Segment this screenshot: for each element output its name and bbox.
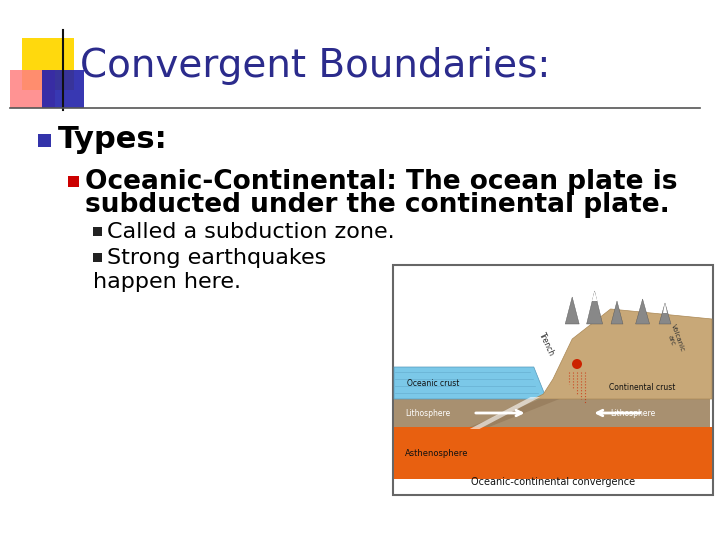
Polygon shape: [592, 291, 598, 301]
Text: subducted under the continental plate.: subducted under the continental plate.: [85, 192, 670, 218]
Bar: [10, 70, 55, 108]
Polygon shape: [587, 291, 603, 324]
Text: Called a subduction zone.: Called a subduction zone.: [107, 222, 395, 242]
Text: Volcanic
arc: Volcanic arc: [664, 323, 685, 355]
Text: Strong earthquakes: Strong earthquakes: [107, 248, 326, 268]
Text: Oceanic-Continental: The ocean plate is: Oceanic-Continental: The ocean plate is: [85, 169, 678, 195]
Polygon shape: [636, 299, 649, 324]
Polygon shape: [663, 303, 667, 313]
Text: Oceanic-continental convergence: Oceanic-continental convergence: [471, 477, 635, 487]
Bar: [93, 227, 102, 236]
Bar: [559, 399, 710, 427]
Text: Lithosphere: Lithosphere: [611, 408, 656, 417]
Bar: [394, 399, 560, 427]
Polygon shape: [611, 301, 623, 324]
Text: Types:: Types:: [58, 125, 168, 154]
Bar: [394, 427, 712, 479]
Circle shape: [572, 359, 582, 369]
Polygon shape: [470, 397, 540, 429]
Text: Trench: Trench: [537, 330, 556, 357]
Bar: [93, 253, 102, 262]
Text: Oceanic crust: Oceanic crust: [407, 379, 459, 388]
Text: Asthenosphere: Asthenosphere: [405, 449, 469, 457]
Text: happen here.: happen here.: [93, 272, 241, 292]
Polygon shape: [470, 399, 559, 427]
Bar: [68, 176, 79, 187]
Polygon shape: [565, 297, 579, 324]
Polygon shape: [659, 303, 671, 324]
Polygon shape: [394, 367, 546, 399]
Text: Lithosphere: Lithosphere: [405, 408, 450, 417]
Bar: [42, 70, 84, 108]
Text: Continental crust: Continental crust: [609, 382, 676, 392]
Bar: [393, 265, 713, 495]
Text: Convergent Boundaries:: Convergent Boundaries:: [80, 47, 550, 85]
Bar: [22, 38, 74, 90]
Bar: [38, 134, 51, 147]
Polygon shape: [534, 309, 712, 399]
